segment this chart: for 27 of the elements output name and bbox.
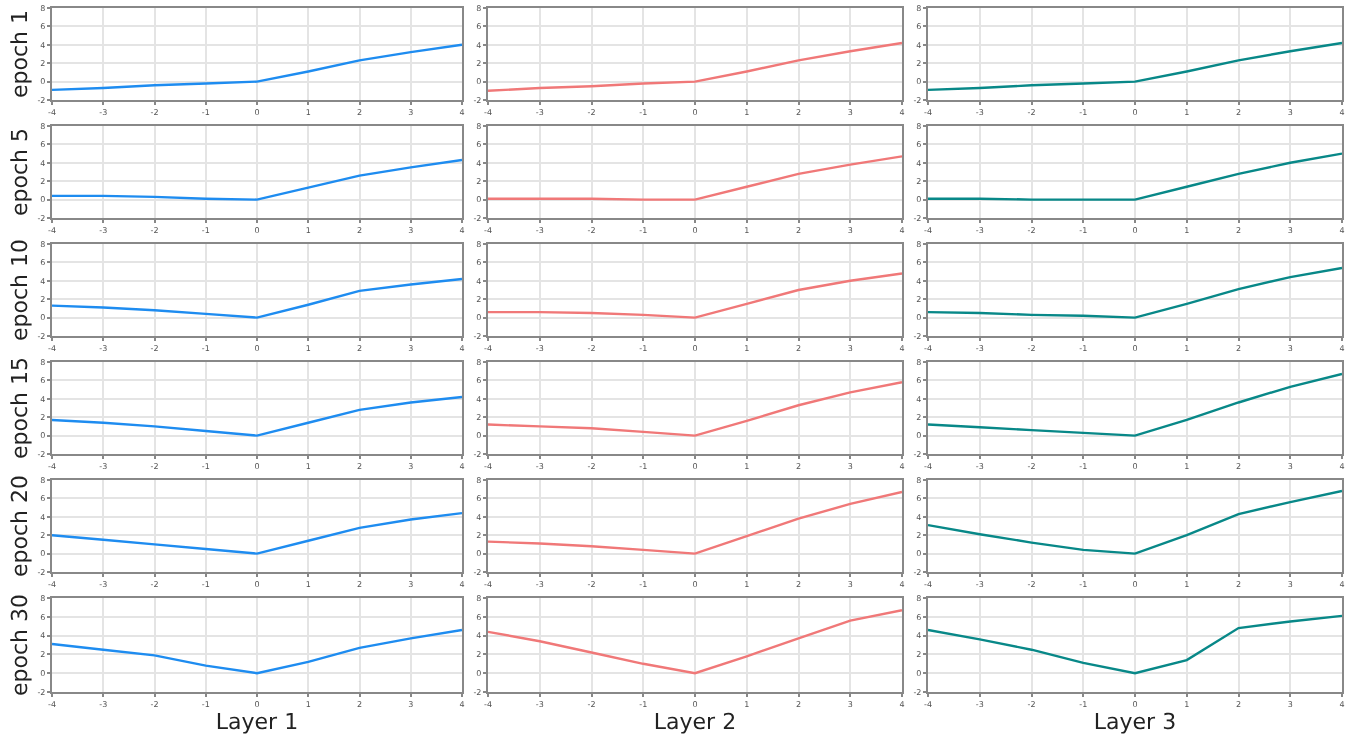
y-axis-title: epoch 5 <box>6 128 33 216</box>
line-series <box>488 490 902 555</box>
line-series <box>928 489 1342 555</box>
line-series <box>928 372 1342 437</box>
line-series <box>52 43 462 92</box>
line-series <box>52 628 462 675</box>
x-axis-title: Layer 2 <box>653 708 737 735</box>
x-axis-title: Layer 3 <box>1093 708 1177 735</box>
line-series <box>928 41 1342 92</box>
y-axis-title: epoch 15 <box>6 357 33 459</box>
line-series <box>488 155 902 201</box>
line-series <box>928 152 1342 201</box>
y-axis-title: epoch 20 <box>6 475 33 577</box>
line-series <box>488 609 902 675</box>
line-series <box>488 381 902 437</box>
line-series <box>52 158 462 201</box>
line-series <box>52 277 462 319</box>
line-series <box>928 614 1342 675</box>
y-axis-title: epoch 10 <box>6 239 33 341</box>
line-series <box>52 511 462 555</box>
line-series <box>488 272 902 319</box>
y-axis-title: epoch 1 <box>6 10 33 98</box>
y-axis-title: epoch 30 <box>6 594 33 696</box>
line-series <box>488 41 902 92</box>
line-series <box>928 266 1342 319</box>
x-axis-title: Layer 1 <box>215 708 299 735</box>
line-series <box>52 395 462 437</box>
